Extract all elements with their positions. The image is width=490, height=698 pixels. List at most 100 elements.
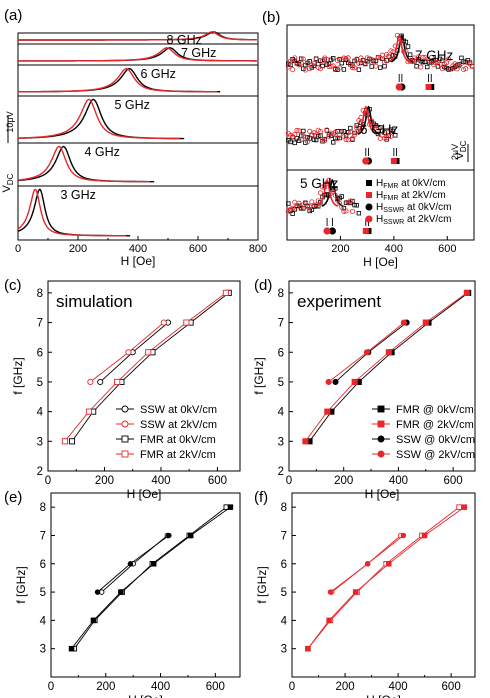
legend-symbol bbox=[121, 405, 129, 413]
series bbox=[87, 319, 167, 385]
panel-c: 0 200 400 600 2 3 4 5 6 7 8 H [Oe] f [GHz] simulation… bbox=[11, 280, 241, 501]
data-point-red bbox=[322, 138, 328, 144]
legend-entry: HSSWR at 2kV/cm bbox=[376, 214, 451, 226]
series bbox=[325, 319, 407, 385]
data-point-black bbox=[440, 58, 445, 63]
series-line bbox=[71, 506, 231, 649]
data-point-black bbox=[356, 210, 362, 216]
strip-curve-red bbox=[18, 98, 180, 140]
data-point-black bbox=[354, 203, 359, 208]
data-point-black bbox=[292, 140, 297, 146]
data-point bbox=[456, 504, 462, 510]
panel-d: 0 200 400 600 2 3 4 5 6 7 8 H [Oe] f [GHz] experiment… bbox=[252, 280, 476, 501]
data-point-red bbox=[373, 63, 379, 69]
data-point-red bbox=[349, 208, 355, 214]
panel-label-f: (f) bbox=[254, 489, 268, 506]
strip bbox=[18, 68, 221, 93]
x-tick-label: 400 bbox=[389, 475, 408, 487]
y-axis-label-sub: DC bbox=[6, 173, 15, 185]
strip-curve-red bbox=[18, 47, 257, 62]
strip-frame bbox=[17, 32, 259, 45]
strip-curve-black bbox=[18, 98, 185, 140]
strip-curve-red bbox=[18, 31, 257, 41]
plot-frame bbox=[47, 280, 241, 472]
strip-curve-black bbox=[18, 68, 221, 93]
x-tick-label: 0 bbox=[289, 681, 295, 693]
legend-entry-text: at 2kV/cm bbox=[404, 214, 451, 225]
legend-entry: FMR at 2kV/cm bbox=[140, 449, 216, 461]
data-point-red bbox=[352, 65, 358, 71]
panel-label-d: (d) bbox=[254, 277, 272, 294]
data-point-black bbox=[390, 128, 396, 134]
data-point bbox=[227, 504, 234, 510]
sswr-marker-red bbox=[395, 83, 403, 91]
data-point-red bbox=[305, 60, 311, 66]
y-tick-label: 4 bbox=[40, 615, 47, 627]
strip bbox=[18, 31, 257, 41]
y-tick-label: 8 bbox=[278, 288, 284, 300]
legend-symbol-black bbox=[366, 180, 372, 186]
fit-curve-black bbox=[321, 178, 344, 207]
legend-symbol bbox=[377, 435, 385, 443]
legend: SSW at 0kV/cm SSW at 2kV/cm FMR at 0kV/cm F… bbox=[116, 404, 217, 461]
data-point-black bbox=[425, 64, 430, 70]
scale-bar-label: 2μV bbox=[450, 144, 460, 160]
data-point bbox=[400, 319, 407, 326]
data-point-black bbox=[350, 198, 355, 204]
panel-f: 0 200 400 600 3 4 5 6 7 8 H [Oe] f [GHz] bbox=[255, 492, 476, 698]
data-point bbox=[125, 349, 132, 356]
data-point-red bbox=[313, 56, 319, 62]
series-line bbox=[305, 292, 468, 442]
strip bbox=[18, 98, 185, 140]
data-point-red bbox=[347, 61, 353, 67]
series bbox=[302, 289, 470, 445]
data-point-red bbox=[364, 55, 370, 61]
data-point-red bbox=[371, 57, 377, 63]
data-point-red bbox=[337, 132, 343, 138]
data-point-red bbox=[354, 125, 360, 131]
data-point bbox=[166, 532, 172, 539]
plot-frame bbox=[288, 280, 476, 472]
legend-entry-text: at 0kV/cm bbox=[404, 202, 451, 213]
data-point bbox=[386, 561, 392, 567]
data-point-red bbox=[332, 129, 338, 135]
data-point-black bbox=[378, 65, 383, 70]
data-point-red bbox=[375, 55, 381, 61]
data-point-black bbox=[345, 130, 351, 135]
y-tick-label: 7 bbox=[281, 530, 287, 542]
legend-entry: SSW at 0kV/cm bbox=[140, 404, 217, 416]
legend-symbol bbox=[121, 450, 129, 458]
strip-label: 7 GHz bbox=[415, 48, 454, 63]
panel-annotation: simulation bbox=[56, 292, 133, 311]
strip-label: 6 GHz bbox=[360, 122, 399, 137]
data-point-red bbox=[292, 55, 298, 61]
y-axis-label: f [GHz] bbox=[252, 357, 266, 394]
data-point-black bbox=[318, 58, 323, 63]
data-point-red bbox=[292, 131, 298, 137]
data-point-black bbox=[407, 52, 413, 57]
data-point-red bbox=[446, 56, 452, 62]
legend-entry-sub: SSWR bbox=[383, 207, 404, 214]
y-tick-label: 3 bbox=[37, 436, 43, 448]
x-tick-label: 400 bbox=[151, 475, 170, 487]
fit-curve-black bbox=[357, 105, 380, 135]
y-axis-label: f [GHz] bbox=[255, 566, 269, 603]
x-tick-label: 200 bbox=[69, 243, 87, 255]
series bbox=[305, 504, 468, 652]
strip bbox=[17, 188, 131, 237]
data-point bbox=[385, 349, 392, 356]
y-tick-label: 4 bbox=[37, 407, 44, 419]
y-tick-label: 6 bbox=[40, 559, 46, 571]
y-tick-label: 7 bbox=[37, 318, 43, 330]
y-tick-label: 3 bbox=[278, 436, 284, 448]
data-point-black bbox=[298, 56, 304, 61]
data-point bbox=[183, 319, 190, 326]
data-point-red bbox=[373, 125, 379, 131]
strip bbox=[285, 32, 475, 91]
strip-label: 5 GHz bbox=[115, 98, 150, 112]
data-point-red bbox=[345, 55, 351, 61]
strip-label: 4 GHz bbox=[85, 145, 120, 159]
